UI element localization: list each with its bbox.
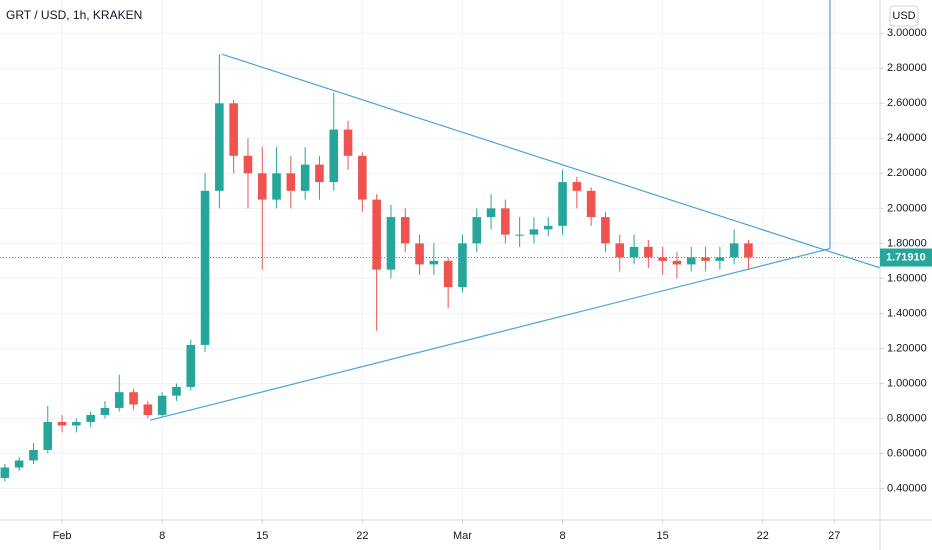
candle-body (386, 217, 396, 270)
candle-body (329, 129, 339, 183)
candle-body (286, 173, 296, 191)
candle-body (615, 243, 625, 258)
candle-body (515, 234, 524, 236)
candle-body (400, 217, 410, 244)
candle-body (729, 243, 739, 258)
candle-body (200, 190, 210, 345)
candle-body (415, 243, 424, 265)
candle-body (229, 103, 238, 156)
x-tick-label: 15 (657, 530, 669, 542)
candle-body (172, 386, 181, 396)
chart-title: GRT / USD, 1h, KRAKEN (6, 8, 142, 22)
drawings (149, 0, 881, 421)
candle-body (543, 225, 553, 230)
y-tick-label: 3.00000 (887, 27, 927, 39)
candle-body (701, 257, 710, 261)
x-tick-label: 8 (559, 530, 565, 542)
x-tick-label: Feb (53, 530, 72, 542)
y-tick-label: 2.20000 (887, 167, 927, 179)
y-tick-label: 2.00000 (887, 202, 927, 214)
y-tick-label: 2.80000 (887, 62, 927, 74)
candle-body (572, 182, 582, 191)
candle-body (472, 217, 482, 244)
y-tick-label: 1.40000 (887, 307, 927, 319)
x-tick-label: 27 (828, 530, 840, 542)
candle-body (300, 164, 310, 191)
candle-body (715, 257, 725, 261)
candle-body (72, 421, 81, 426)
y-tick-label: 0.80000 (887, 412, 927, 424)
candle-body (358, 155, 367, 200)
grid (0, 0, 880, 520)
candle-body (14, 460, 24, 468)
candle-body (43, 421, 53, 450)
candle-body (744, 243, 753, 258)
x-tick-label: 22 (356, 530, 368, 542)
currency-label[interactable]: USD (892, 10, 915, 22)
candle-body (601, 217, 610, 244)
y-tick-label: 0.60000 (887, 447, 927, 459)
candle-body (529, 229, 539, 235)
last-price-box (880, 248, 932, 267)
candle-body (0, 467, 10, 478)
candle-body (100, 407, 110, 415)
x-tick-label: 8 (159, 530, 165, 542)
candle-body (458, 243, 467, 288)
candle-body (243, 155, 253, 174)
y-tick-label: 1.00000 (887, 377, 927, 389)
candle-body (114, 392, 124, 408)
candle-body (215, 103, 224, 191)
candle-body (586, 190, 596, 218)
y-tick-label: 2.60000 (887, 97, 927, 109)
y-tick-label: 1.60000 (887, 272, 927, 284)
candle-body (501, 208, 510, 235)
candle-body (272, 173, 281, 200)
trend-line (222, 53, 881, 269)
axes: 0.40000 0.60000 0.80000 1.00000 1.20000 1.400… (0, 27, 932, 542)
candle-body (186, 344, 196, 387)
candle-body (143, 404, 153, 415)
candle-body (658, 257, 667, 261)
candle-body (343, 129, 353, 156)
last-price-label: 1.71910 (886, 251, 926, 263)
candle-body (644, 246, 653, 258)
y-tick-label: 1.20000 (887, 342, 927, 354)
candle-body (443, 260, 453, 288)
x-tick-label: Mar (453, 530, 472, 542)
candle-body (57, 421, 67, 426)
candle-body (315, 164, 324, 183)
currency-box[interactable] (889, 5, 919, 27)
candle-body (29, 449, 38, 461)
x-tick-label: 15 (256, 530, 268, 542)
y-tick-label: 2.40000 (887, 132, 927, 144)
candles (0, 54, 753, 482)
candle-body (86, 414, 95, 422)
candle-body (257, 173, 267, 200)
x-tick-label: 22 (757, 530, 769, 542)
candle-body (429, 260, 439, 265)
candle-body (372, 199, 381, 270)
candle-body (558, 182, 567, 226)
candle-body (486, 208, 496, 218)
candle-body (157, 395, 167, 415)
candle-body (672, 260, 682, 265)
y-tick-label: 0.40000 (887, 482, 927, 494)
trend-line (149, 248, 831, 421)
candle-body (129, 392, 138, 405)
candle-body (686, 257, 696, 265)
y-tick-label: 1.80000 (887, 237, 927, 249)
candle-body (629, 246, 639, 258)
